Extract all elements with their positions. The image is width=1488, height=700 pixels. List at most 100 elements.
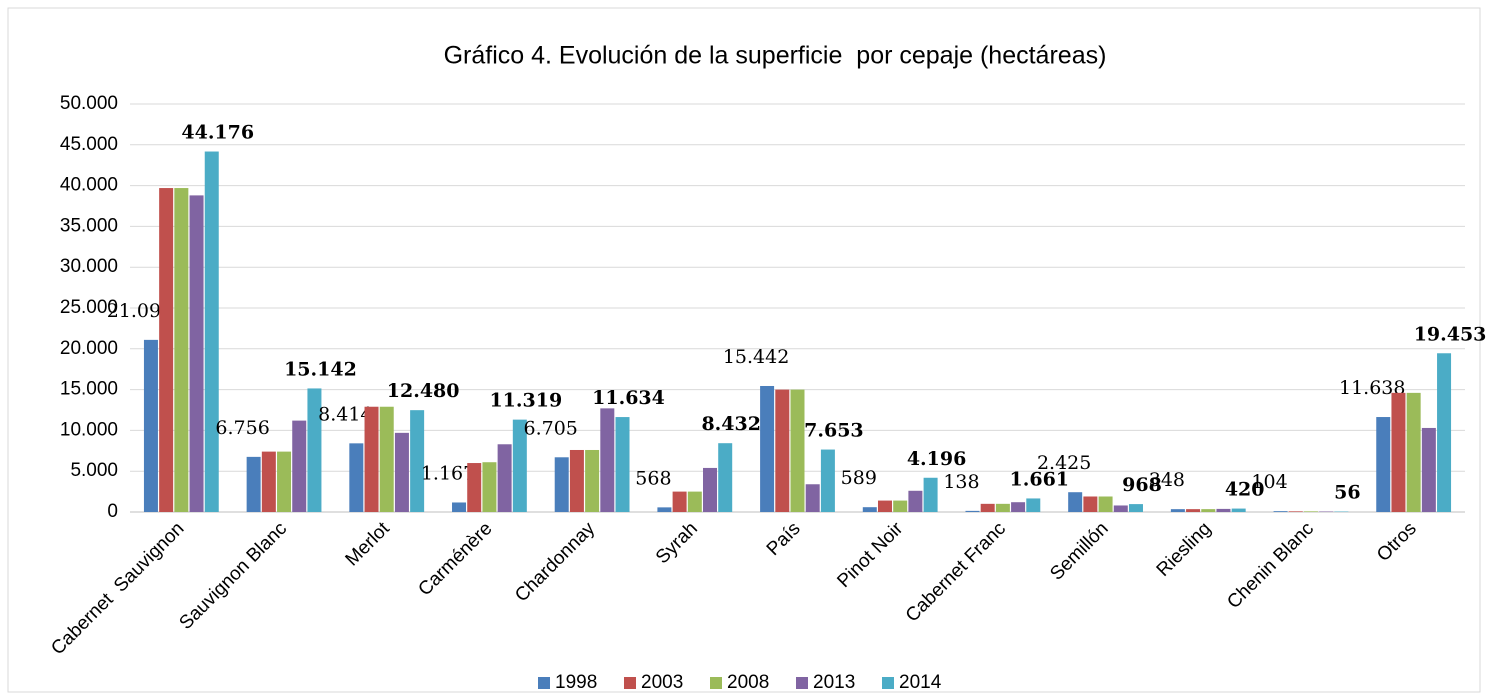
y-tick-label: 35.000 bbox=[60, 215, 118, 236]
legend-swatch bbox=[538, 677, 550, 689]
data-label: 104 bbox=[1251, 471, 1287, 493]
bar bbox=[379, 406, 394, 512]
legend-label: 2003 bbox=[641, 672, 683, 693]
bar bbox=[600, 408, 615, 512]
bar bbox=[277, 451, 292, 512]
y-tick-label: 25.000 bbox=[60, 297, 118, 318]
bar bbox=[1437, 353, 1452, 512]
data-label: 968 bbox=[1122, 474, 1162, 496]
data-label: 420 bbox=[1225, 479, 1265, 501]
bar bbox=[143, 339, 158, 512]
data-label: 15.142 bbox=[284, 358, 357, 380]
legend-swatch bbox=[710, 677, 722, 689]
bar bbox=[1406, 392, 1421, 512]
data-label: 2.425 bbox=[1037, 452, 1091, 474]
y-tick-label: 0 bbox=[107, 501, 118, 522]
legend-swatch bbox=[624, 677, 636, 689]
bar bbox=[1231, 508, 1246, 512]
bar bbox=[1083, 496, 1098, 512]
data-label: 11.634 bbox=[592, 387, 665, 409]
bar bbox=[512, 419, 527, 512]
bar bbox=[394, 432, 409, 512]
bar bbox=[775, 389, 790, 512]
data-label: 6.705 bbox=[524, 417, 578, 439]
bar bbox=[1376, 417, 1391, 512]
bar bbox=[159, 188, 174, 512]
chart-border bbox=[7, 7, 1481, 693]
bar bbox=[893, 500, 908, 512]
bar bbox=[703, 467, 718, 512]
bar bbox=[452, 502, 467, 512]
legend-swatch bbox=[882, 677, 894, 689]
bar bbox=[1201, 509, 1216, 512]
bar bbox=[718, 443, 733, 512]
bar bbox=[364, 406, 379, 512]
bar bbox=[292, 420, 307, 512]
bar bbox=[307, 388, 322, 512]
legend-swatch bbox=[796, 677, 808, 689]
bar bbox=[805, 484, 820, 512]
data-label: 12.480 bbox=[387, 380, 460, 402]
bar bbox=[1288, 511, 1303, 512]
bar bbox=[189, 195, 204, 512]
data-label: 11.319 bbox=[489, 390, 562, 412]
bar bbox=[615, 417, 630, 512]
bar bbox=[923, 477, 938, 512]
bar bbox=[877, 500, 892, 512]
bar bbox=[1068, 492, 1083, 512]
chart-title: Gráfico 4. Evolución de la superficie po… bbox=[444, 42, 1107, 70]
bar bbox=[820, 449, 835, 512]
y-tick-label: 5.000 bbox=[70, 460, 118, 481]
bar bbox=[1170, 509, 1185, 512]
bar bbox=[174, 188, 189, 512]
bar bbox=[1128, 504, 1143, 512]
y-tick-label: 50.000 bbox=[60, 93, 118, 114]
data-label: 15.442 bbox=[723, 346, 789, 368]
data-label: 4.196 bbox=[907, 448, 967, 470]
bar bbox=[1303, 511, 1318, 512]
bar bbox=[585, 449, 600, 512]
data-label: 348 bbox=[1149, 469, 1185, 491]
data-label: 56 bbox=[1334, 482, 1360, 504]
data-label: 44.176 bbox=[181, 122, 254, 144]
bar bbox=[1273, 511, 1288, 512]
data-label: 1.661 bbox=[1010, 468, 1070, 490]
data-label: 6.756 bbox=[215, 417, 269, 439]
y-tick-label: 45.000 bbox=[60, 134, 118, 155]
data-label: 8.414 bbox=[318, 403, 372, 425]
data-label: 7.653 bbox=[804, 420, 864, 442]
data-label: 138 bbox=[943, 471, 979, 493]
legend-label: 2013 bbox=[813, 672, 855, 693]
bar bbox=[569, 449, 584, 512]
bar bbox=[1421, 427, 1436, 512]
bar bbox=[1011, 502, 1026, 512]
bar bbox=[1391, 392, 1406, 512]
bar bbox=[862, 507, 877, 512]
bar bbox=[1113, 505, 1128, 512]
bar bbox=[995, 503, 1010, 512]
y-tick-label: 15.000 bbox=[60, 379, 118, 400]
bar bbox=[672, 491, 687, 512]
bar bbox=[204, 151, 219, 512]
legend-label: 2014 bbox=[899, 672, 942, 693]
bar bbox=[261, 451, 276, 512]
data-label: 589 bbox=[841, 467, 877, 489]
bar bbox=[482, 462, 497, 512]
data-label: 21.094 bbox=[107, 300, 173, 322]
y-tick-label: 30.000 bbox=[60, 256, 118, 277]
bar bbox=[1098, 496, 1113, 512]
bar bbox=[1026, 498, 1041, 512]
bar bbox=[760, 385, 775, 512]
bar bbox=[980, 503, 995, 512]
bar bbox=[908, 490, 923, 512]
bar bbox=[1186, 509, 1201, 512]
bar bbox=[467, 463, 482, 512]
bar bbox=[965, 510, 980, 512]
legend-label: 2008 bbox=[727, 672, 769, 693]
data-label: 1.167 bbox=[421, 462, 475, 484]
legend-label: 1998 bbox=[555, 672, 597, 693]
bar bbox=[657, 507, 672, 512]
bar bbox=[687, 491, 702, 512]
data-label: 11.638 bbox=[1339, 377, 1405, 399]
